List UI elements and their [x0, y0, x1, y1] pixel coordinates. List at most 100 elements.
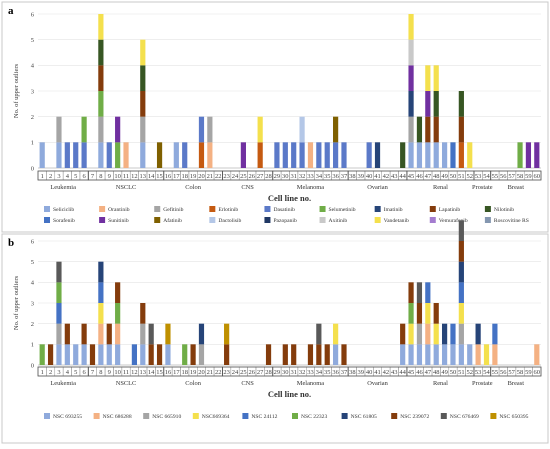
- bar-segment-b-10-1: [115, 323, 121, 345]
- bar-segment-b-15-7: [156, 344, 163, 365]
- legend-swatch-b-9: [490, 413, 497, 419]
- x-axis-label: Cell line no.: [268, 193, 311, 203]
- bar-segment-b-46-8: [416, 282, 423, 303]
- legend-swatch-a-7: [429, 206, 436, 212]
- x-tick-label: 35: [324, 173, 331, 180]
- legend-swatch-a-13: [264, 217, 271, 223]
- x-tick-label: 30: [282, 173, 289, 180]
- x-tick-label: 19: [190, 369, 197, 376]
- x-tick-label: 58: [517, 369, 524, 376]
- bar-segment-a-30-4: [282, 142, 288, 168]
- bar-segment-b-50-4: [450, 323, 456, 345]
- x-tick-label: 20: [198, 369, 205, 376]
- x-tick-label: 28: [265, 173, 272, 180]
- bar-segment-b-45-0: [408, 344, 414, 365]
- bar-segment-a-45-0: [408, 142, 414, 168]
- x-tick-label: 28: [265, 369, 272, 376]
- x-tick-label: 2: [49, 369, 52, 376]
- bar-segment-b-44-7: [400, 323, 406, 345]
- legend-swatch-a-14: [319, 217, 326, 223]
- bar-segment-a-46-8: [416, 116, 423, 143]
- legend-swatch-a-0: [44, 206, 50, 212]
- legend-swatch-a-4: [264, 206, 271, 212]
- legend-entry-b-5: NSC 22323: [301, 414, 327, 420]
- bar-segment-b-48-7: [433, 303, 439, 324]
- x-tick-label: 55: [492, 369, 499, 376]
- legend-entry-b-7: NSC 239072: [400, 414, 429, 420]
- bar-segment-a-32-12: [299, 116, 305, 143]
- bar-segment-a-21-1: [207, 142, 213, 168]
- bar-segment-a-33-1: [307, 142, 314, 168]
- group-label-ovarian: Ovarian: [367, 380, 388, 387]
- bar-segment-a-45-2: [408, 116, 414, 143]
- legend-swatch-a-6: [374, 206, 381, 212]
- bar-segment-b-20-2: [198, 344, 205, 365]
- x-tick-label: 60: [534, 173, 541, 180]
- x-tick-label: 60: [534, 369, 541, 376]
- bar-segment-b-45-7: [408, 282, 414, 303]
- x-tick-label: 46: [416, 173, 423, 180]
- x-tick-label: 38: [349, 173, 356, 180]
- x-tick-label: 46: [416, 369, 423, 376]
- bar-segment-b-16-0: [165, 344, 171, 365]
- bar-segment-a-59-10: [525, 142, 532, 168]
- bar-segment-b-48-3: [433, 323, 439, 345]
- bar-segment-a-13-2: [140, 116, 146, 143]
- y-tick-label: 4: [31, 280, 35, 287]
- bar-segment-b-3-4: [56, 303, 62, 324]
- x-tick-label: 50: [450, 173, 457, 180]
- x-tick-label: 15: [156, 173, 163, 180]
- x-tick-label: 59: [525, 173, 532, 180]
- bar-segment-a-13-7: [140, 91, 146, 117]
- bar-segment-a-45-10: [408, 65, 414, 91]
- x-tick-label: 7: [91, 369, 95, 376]
- bar-segment-b-14-8: [148, 323, 154, 345]
- bar-segment-b-51-7: [458, 241, 464, 262]
- bar-segment-b-8-4: [98, 282, 104, 303]
- legend-swatch-b-1: [93, 413, 100, 419]
- bar-segment-a-18-4: [182, 142, 188, 168]
- x-tick-label: 36: [332, 173, 339, 180]
- bar-segment-a-8-15: [98, 14, 104, 40]
- bar-segment-a-6-4: [81, 142, 87, 168]
- bar-segment-a-15-11: [156, 142, 163, 168]
- legend-entry-a-14: Axitinib: [329, 218, 348, 224]
- bar-segment-b-44-0: [400, 344, 406, 365]
- x-tick-label: 49: [441, 369, 448, 376]
- legend-entry-b-3: NSC669364: [202, 414, 230, 420]
- x-tick-label: 30: [282, 369, 289, 376]
- bar-segment-b-2-7: [47, 344, 54, 365]
- group-label-colon: Colon: [185, 380, 201, 387]
- y-tick-label: 2: [31, 114, 34, 121]
- x-tick-label: 11: [123, 369, 129, 376]
- x-tick-label: 56: [500, 173, 507, 180]
- panel-label-a: a: [8, 5, 14, 17]
- bar-segment-a-25-10: [240, 142, 246, 168]
- bar-segment-a-13-15: [140, 39, 146, 66]
- panel-border-a: [1, 1, 549, 233]
- group-label-ovarian: Ovarian: [367, 184, 388, 191]
- x-tick-label: 45: [408, 369, 415, 376]
- bar-segment-b-10-7: [115, 282, 121, 303]
- x-tick-label: 36: [332, 369, 339, 376]
- x-tick-label: 6: [82, 173, 86, 180]
- x-tick-label: 27: [257, 173, 264, 180]
- bar-segment-b-49-0: [441, 344, 448, 365]
- legend-swatch-a-11: [154, 217, 161, 223]
- bar-segment-b-13-7: [140, 303, 146, 324]
- x-tick-label: 22: [215, 369, 222, 376]
- legend-entry-a-4: Dasatinib: [273, 207, 295, 213]
- bar-segment-b-8-6: [98, 261, 104, 283]
- bar-segment-a-45-6: [408, 91, 414, 117]
- bar-segment-b-49-6: [441, 323, 448, 345]
- bar-segment-b-6-7: [81, 323, 87, 345]
- group-label-prostate: Prostate: [472, 184, 493, 191]
- legend-entry-b-0: NSC 693255: [53, 414, 82, 420]
- x-tick-label: 55: [492, 173, 499, 180]
- x-tick-label: 48: [433, 173, 440, 180]
- x-tick-label: 48: [433, 369, 440, 376]
- bar-segment-b-33-7: [307, 344, 314, 365]
- group-box-breast: [490, 170, 542, 181]
- x-tick-label: 26: [249, 369, 256, 376]
- legend-swatch-a-3: [209, 206, 216, 212]
